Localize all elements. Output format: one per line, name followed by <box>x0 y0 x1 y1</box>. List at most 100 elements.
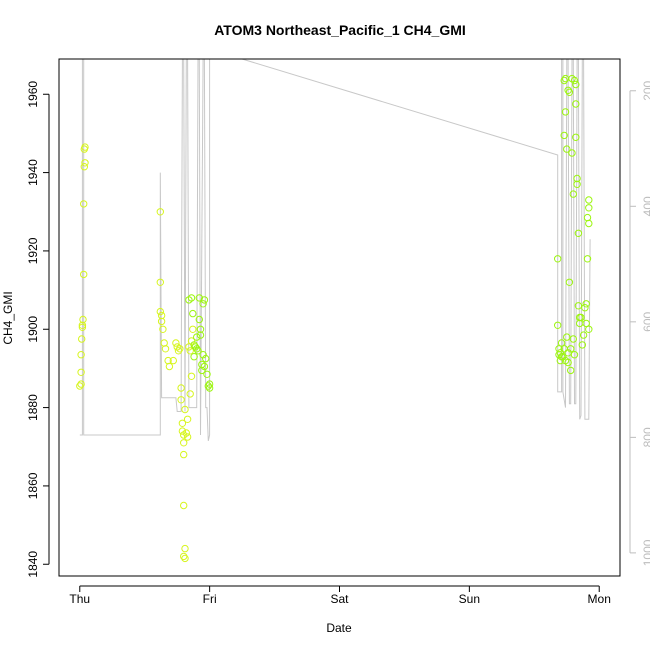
data-point <box>200 296 209 304</box>
points-layer <box>76 74 593 563</box>
data-point <box>78 323 87 331</box>
data-point <box>582 300 590 308</box>
x-axis-label: Date <box>326 621 352 635</box>
data-point <box>76 382 84 390</box>
data-point <box>568 149 576 157</box>
y-tick-label: 1860 <box>26 472 40 499</box>
data-point <box>585 204 593 212</box>
data-point <box>156 307 165 316</box>
y-right-tick-label: 400 <box>641 196 650 216</box>
y-right-tick-label: 800 <box>641 427 650 447</box>
data-point <box>156 208 165 216</box>
data-point <box>189 309 197 318</box>
data-point <box>583 255 592 263</box>
data-point <box>560 131 568 140</box>
data-point <box>181 544 189 553</box>
data-point <box>564 86 572 95</box>
data-point <box>203 370 211 378</box>
data-point <box>189 325 197 333</box>
data-point <box>156 278 165 286</box>
data-point <box>561 108 570 116</box>
data-point <box>176 345 184 353</box>
y-right-tick-label: 600 <box>641 312 650 332</box>
data-point <box>554 255 562 263</box>
data-point <box>572 133 580 142</box>
data-point <box>569 190 577 198</box>
data-point <box>563 145 571 153</box>
data-point <box>200 362 209 371</box>
data-point <box>579 331 588 339</box>
y-right-tick-label: 1000 <box>641 539 650 566</box>
y-tick-label: 1880 <box>26 394 40 421</box>
y-tick-label: 1920 <box>26 237 40 264</box>
data-point <box>178 419 187 427</box>
data-point <box>573 174 581 183</box>
data-point <box>582 319 590 328</box>
data-point <box>187 372 196 380</box>
x-tick-label: Thu <box>69 592 90 606</box>
data-point <box>187 294 196 302</box>
data-point <box>77 351 85 359</box>
data-point <box>554 321 562 329</box>
data-point <box>573 180 581 189</box>
data-point <box>585 325 593 333</box>
data-point <box>186 390 194 398</box>
data-point <box>563 333 571 341</box>
data-point <box>180 501 188 510</box>
data-point <box>561 356 570 365</box>
data-point <box>199 351 207 359</box>
y-axis: 1840 1860 1880 1900 1920 1940 1960 <box>26 81 50 578</box>
data-point <box>564 349 572 357</box>
y-tick-label: 1940 <box>26 159 40 186</box>
plot-frame <box>58 58 621 577</box>
data-point <box>174 347 183 355</box>
data-point <box>165 362 174 371</box>
data-point <box>182 429 191 437</box>
data-point <box>194 347 202 355</box>
data-point <box>77 368 85 376</box>
data-point <box>195 315 204 324</box>
x-tick-label: Mon <box>588 592 611 606</box>
data-point <box>78 321 87 329</box>
data-point <box>77 380 85 388</box>
y-tick-label: 1960 <box>26 81 40 108</box>
data-point <box>557 353 566 361</box>
data-point <box>161 345 170 353</box>
x-tick-label: Sun <box>459 592 480 606</box>
data-point <box>80 163 89 171</box>
y-axis-label: CH4_GMI <box>1 291 15 344</box>
data-point <box>169 356 178 365</box>
trace-line <box>79 58 591 442</box>
x-axis: Thu Fri Sat Sun Mon <box>69 585 611 606</box>
data-point <box>205 380 214 388</box>
data-point <box>581 304 589 312</box>
data-point <box>159 325 167 333</box>
data-point <box>570 351 579 359</box>
data-point <box>81 143 89 151</box>
data-point <box>80 200 88 208</box>
data-point <box>198 366 206 375</box>
data-point <box>157 317 166 326</box>
data-point <box>205 384 214 392</box>
data-point <box>190 353 198 361</box>
data-point <box>565 88 574 97</box>
data-point <box>574 302 583 310</box>
y-right-tick-label: 200 <box>641 80 650 100</box>
chart-title: ATOM3 Northeast_Pacific_1 CH4_GMI <box>214 22 466 38</box>
data-point <box>585 196 593 204</box>
data-point <box>180 552 188 561</box>
data-point <box>560 76 568 85</box>
data-point <box>81 159 89 167</box>
data-point <box>204 382 213 390</box>
data-point <box>199 300 207 308</box>
data-point <box>556 356 564 365</box>
data-point <box>567 366 575 375</box>
data-point <box>186 347 194 355</box>
data-point <box>556 349 564 357</box>
data-point <box>183 433 192 441</box>
data-point <box>195 294 204 302</box>
data-point <box>180 439 188 447</box>
data-point <box>190 341 198 349</box>
data-point <box>181 554 189 563</box>
data-point <box>196 325 205 333</box>
